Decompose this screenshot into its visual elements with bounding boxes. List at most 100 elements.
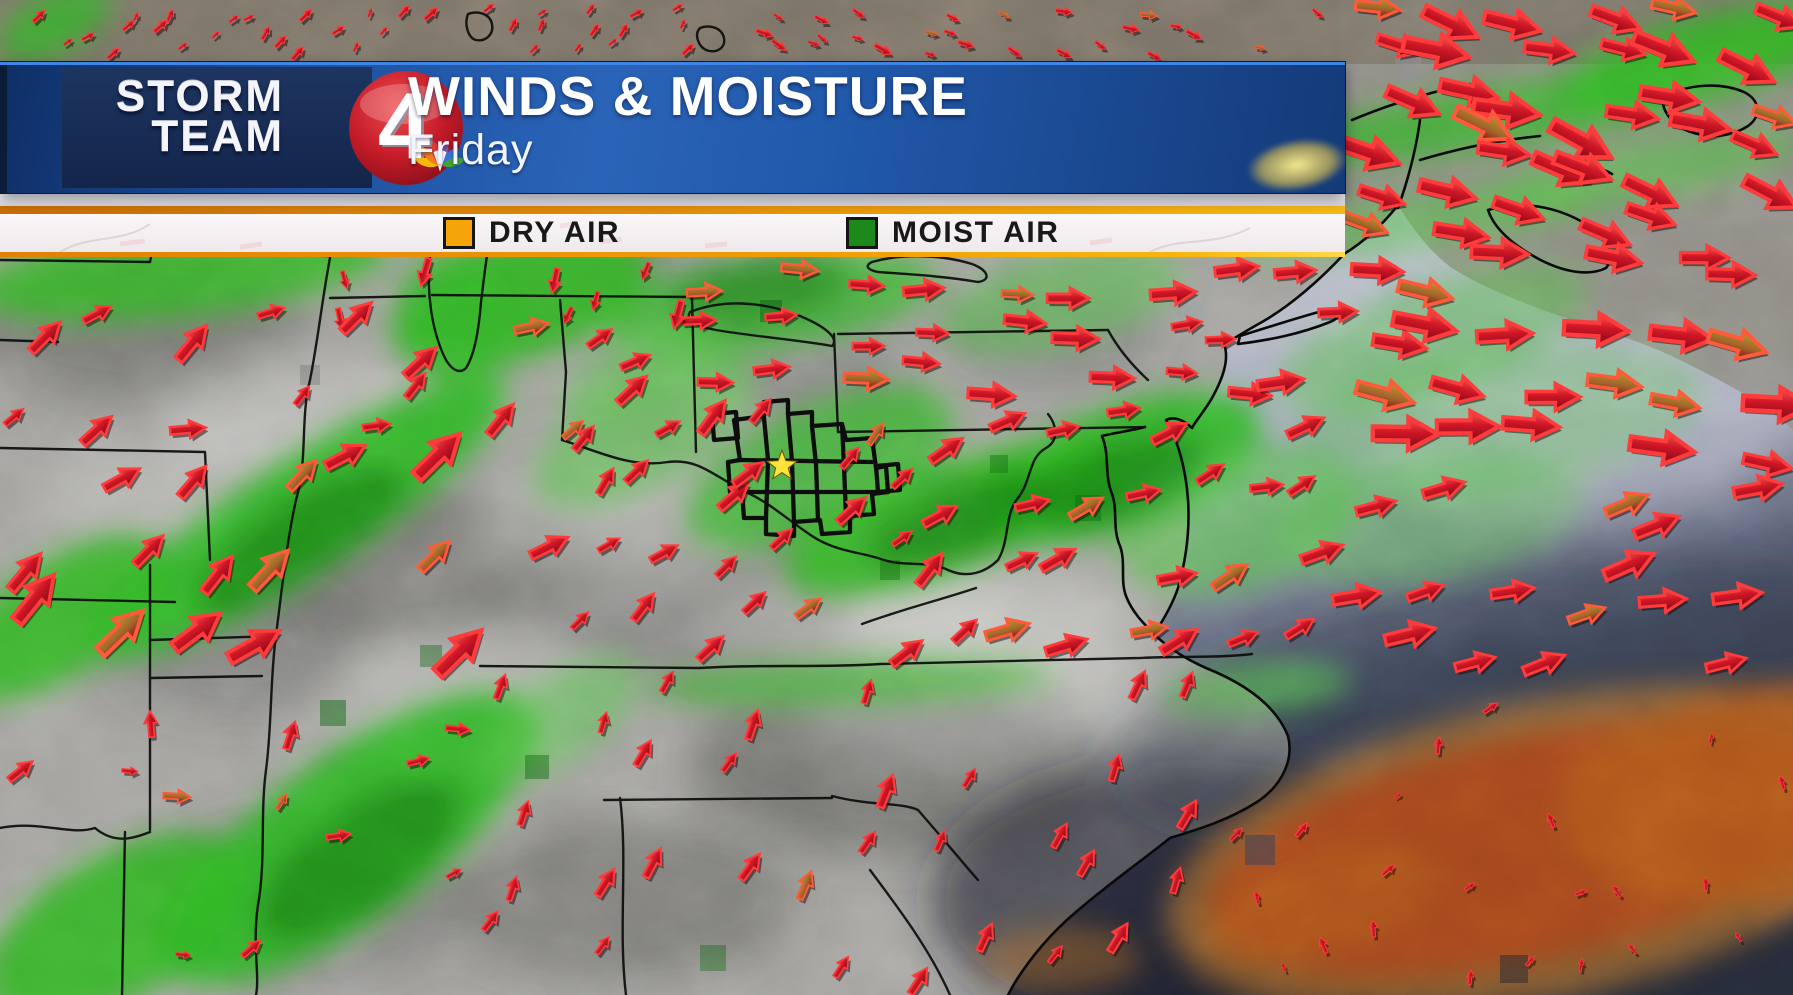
chesapeake-bay	[1100, 434, 1156, 636]
wind-arrow	[1349, 254, 1407, 287]
wind-arrow	[1739, 172, 1793, 210]
wind-arrow	[1003, 551, 1040, 573]
wind-arrow	[851, 34, 864, 42]
wind-arrow	[273, 34, 287, 49]
wind-arrow	[331, 25, 345, 36]
wind-arrow	[1649, 0, 1699, 22]
wind-arrow	[695, 398, 727, 438]
wind-arrow	[1194, 463, 1226, 487]
location-star	[765, 448, 799, 480]
wind-arrow	[1170, 22, 1183, 30]
wind-arrow	[1226, 629, 1260, 649]
wind-arrow	[887, 639, 925, 669]
wind-arrow	[1524, 955, 1535, 967]
wind-arrow	[613, 374, 649, 408]
wind-arrow	[1637, 586, 1690, 615]
wind-arrow	[793, 597, 823, 621]
wind-arrow	[1381, 619, 1439, 650]
wind-arrow	[807, 40, 821, 47]
wind-arrow	[284, 458, 319, 494]
wind-arrow	[1583, 240, 1645, 275]
wind-arrow	[416, 256, 434, 288]
wind-arrow	[913, 551, 944, 590]
wind-arrow	[1710, 580, 1766, 611]
wind-arrow	[1546, 812, 1556, 829]
wind-arrow	[1000, 284, 1036, 304]
wind-arrow	[851, 336, 887, 356]
wind-arrow	[1627, 943, 1638, 955]
wind-arrow	[1469, 235, 1532, 271]
wind-arrow	[1382, 83, 1443, 119]
wind-arrow	[1393, 792, 1402, 799]
wind-arrow	[1272, 259, 1319, 285]
logo-line1: STORM	[115, 72, 284, 121]
wind-arrow	[1427, 373, 1488, 406]
wind-arrow	[585, 3, 595, 16]
wind-arrow	[617, 23, 628, 38]
wind-arrow	[1647, 316, 1717, 355]
wind-arrow	[1255, 368, 1308, 397]
wind-arrow	[1520, 650, 1568, 678]
wind-arrow	[1452, 650, 1498, 675]
wind-arrow	[246, 547, 291, 595]
orange-underline	[0, 252, 1345, 257]
wind-arrow	[1088, 364, 1138, 392]
wind-arrow	[223, 628, 284, 667]
wind-arrow	[211, 31, 220, 39]
wind-arrow	[1175, 798, 1198, 832]
wind-arrow	[1148, 279, 1200, 308]
moist-air-label: MOIST AIR	[892, 216, 1060, 249]
wind-arrow	[901, 277, 947, 303]
wind-arrow	[5, 760, 35, 784]
wind-arrow	[1431, 216, 1493, 250]
wind-arrow	[512, 316, 551, 338]
wind-arrow	[1045, 420, 1082, 440]
wind-arrow	[397, 4, 410, 19]
wind-arrow	[1129, 619, 1170, 642]
logo-line2: TEAM	[151, 112, 284, 162]
wind-arrow	[1474, 317, 1537, 353]
wind-arrow	[505, 874, 521, 903]
wind-arrow	[1049, 821, 1068, 851]
wind-arrow	[1731, 473, 1786, 504]
wind-arrow	[1170, 315, 1205, 334]
legend-item-dry-air: DRY AIR	[443, 214, 620, 252]
wind-arrow	[669, 298, 686, 331]
dry-air-swatch	[443, 217, 475, 249]
wind-arrow	[589, 290, 601, 312]
wind-arrow	[1248, 476, 1286, 497]
wind-arrow	[516, 799, 532, 828]
wind-arrow	[857, 830, 877, 855]
wind-arrow	[168, 418, 209, 441]
wind-arrow	[1587, 3, 1644, 35]
wind-arrow	[1094, 40, 1107, 50]
wind-arrow	[1602, 490, 1652, 520]
wind-arrow	[31, 9, 46, 24]
wind-arrow	[594, 466, 615, 497]
wind-arrow	[945, 13, 960, 22]
wind-arrow	[1353, 494, 1399, 519]
ohio-river	[560, 438, 1000, 576]
wind-arrow	[492, 672, 509, 701]
wind-arrow	[719, 751, 738, 774]
wind-arrow	[833, 495, 868, 527]
page-title: WINDS & MOISTURE	[408, 65, 968, 127]
wind-arrow	[1395, 275, 1456, 309]
wind-arrow	[415, 539, 452, 575]
wind-arrow	[1603, 99, 1662, 131]
wind-arrow	[1285, 475, 1317, 498]
wind-arrow	[1524, 380, 1584, 414]
wind-arrow	[132, 11, 139, 23]
wind-arrow	[529, 44, 539, 54]
wind-arrow	[422, 6, 439, 22]
wind-arrow	[961, 767, 977, 789]
wind-arrow	[562, 305, 575, 325]
wind-arrow	[779, 257, 822, 281]
wind-arrow	[321, 443, 368, 473]
wind-arrow	[430, 627, 485, 681]
wind-arrow	[752, 358, 793, 381]
wind-arrow	[1420, 475, 1468, 501]
state-borders	[0, 11, 1254, 995]
wind-arrow	[629, 9, 644, 19]
